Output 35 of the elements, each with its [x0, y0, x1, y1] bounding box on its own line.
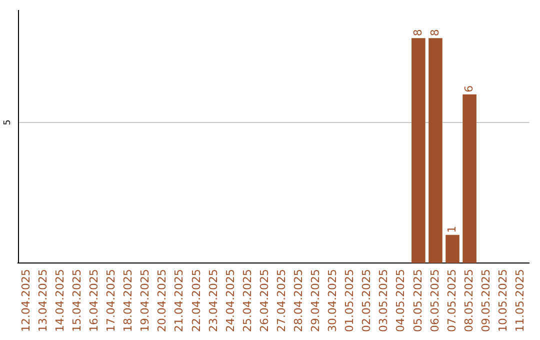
x-tick-label: 29.04.2025	[309, 269, 322, 332]
x-tick-label: 07.05.2025	[445, 269, 458, 332]
x-tick-label: 14.04.2025	[53, 269, 66, 332]
x-tick-label: 22.04.2025	[190, 269, 203, 332]
data-label: 6	[462, 85, 476, 92]
x-tick-label: 08.05.2025	[462, 269, 476, 332]
x-tick-label: 25.04.2025	[240, 269, 254, 332]
x-tick-label: 17.04.2025	[104, 269, 118, 332]
x-tick-label: 02.05.2025	[360, 269, 374, 332]
data-label: 8	[428, 29, 442, 36]
x-tick-label: 12.04.2025	[19, 269, 32, 332]
x-tick-label: 03.05.2025	[377, 269, 390, 332]
x-tick-label: 27.04.2025	[274, 269, 288, 332]
x-tick-label: 26.04.2025	[258, 269, 271, 332]
x-tick-label: 30.04.2025	[326, 269, 340, 332]
data-label: 1	[445, 226, 458, 233]
ref-line-label: 5	[2, 120, 13, 126]
x-tick-label: 06.05.2025	[428, 269, 442, 332]
x-tick-label: 11.05.2025	[514, 269, 527, 332]
x-tick-label: 18.04.2025	[122, 269, 135, 332]
x-tick-label: 21.04.2025	[172, 269, 186, 332]
x-tick-label: 05.05.2025	[411, 269, 424, 332]
x-tick-label: 20.04.2025	[156, 269, 169, 332]
data-label: 8	[411, 29, 424, 36]
x-tick-label: 10.05.2025	[496, 269, 510, 332]
x-tick-label: 16.04.2025	[88, 269, 101, 332]
x-tick-label: 01.05.2025	[343, 269, 356, 332]
x-tick-label: 04.05.2025	[394, 269, 408, 332]
x-tick-label: 15.04.2025	[70, 269, 84, 332]
x-tick-label: 09.05.2025	[479, 269, 492, 332]
x-tick-label: 24.04.2025	[224, 269, 237, 332]
x-tick-label: 19.04.2025	[138, 269, 152, 332]
x-tick-label: 13.04.2025	[36, 269, 50, 332]
x-tick-label: 28.04.2025	[292, 269, 306, 332]
x-tick-label: 23.04.2025	[206, 269, 220, 332]
